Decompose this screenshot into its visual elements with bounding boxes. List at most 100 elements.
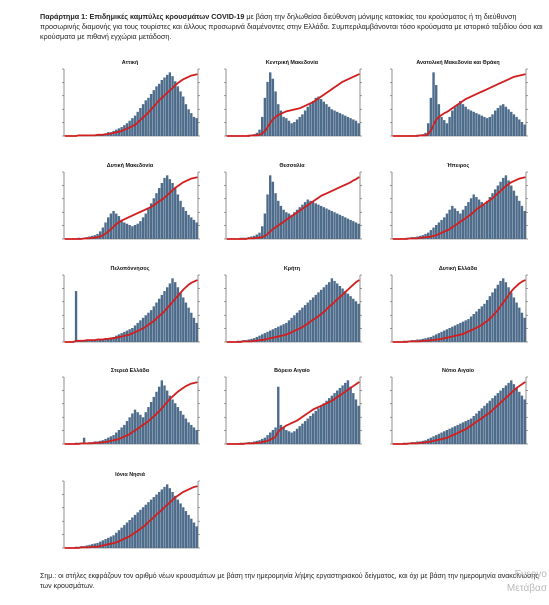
- daily-cases-bar: [499, 280, 502, 342]
- daily-cases-bar: [499, 181, 502, 239]
- daily-cases-bar: [295, 428, 299, 444]
- daily-cases-bar: [168, 488, 172, 548]
- daily-cases-bar: [520, 122, 524, 136]
- cumulative-cases-line: [226, 176, 360, 240]
- daily-cases-bar: [115, 335, 118, 343]
- daily-cases-bar: [461, 422, 465, 444]
- daily-cases-bar: [282, 209, 285, 239]
- daily-cases-bar: [190, 217, 193, 239]
- daily-cases-bar: [279, 205, 283, 239]
- daily-cases-bar: [504, 106, 508, 136]
- daily-cases-bar: [341, 385, 344, 444]
- daily-cases-bar: [171, 278, 174, 342]
- daily-cases-bar: [131, 226, 134, 239]
- daily-cases-bar: [252, 235, 256, 239]
- daily-cases-bar: [274, 193, 277, 239]
- daily-cases-bar: [472, 313, 475, 342]
- daily-cases-bar: [179, 91, 182, 136]
- daily-cases-bar: [112, 336, 115, 342]
- daily-cases-bar: [195, 222, 198, 239]
- cumulative-line-markers: [393, 381, 526, 445]
- daily-cases-bar: [174, 282, 177, 342]
- daily-cases-bar: [290, 432, 293, 444]
- daily-cases-bar: [344, 217, 347, 239]
- daily-cases-bar: [327, 398, 331, 444]
- daily-cases-bar: [352, 393, 355, 444]
- daily-cases-bar: [295, 209, 299, 239]
- daily-cases-bar: [274, 91, 277, 136]
- daily-cases-bar: [123, 424, 126, 444]
- daily-cases-bar: [432, 335, 435, 343]
- chart-title: Νότιο Αιγαίο: [441, 368, 475, 374]
- epidemic-curve-chart: [62, 480, 200, 549]
- daily-cases-bar: [168, 179, 172, 239]
- daily-cases-bar: [93, 543, 97, 548]
- cumulative-cases-line: [392, 176, 526, 240]
- daily-cases-bar: [459, 213, 462, 239]
- daily-cases-bar: [295, 312, 299, 342]
- daily-cases-bar: [179, 292, 182, 342]
- daily-cases-bar: [133, 514, 137, 548]
- daily-cases-bar: [319, 99, 323, 136]
- daily-cases-bar: [435, 225, 438, 239]
- daily-cases-bar: [139, 107, 142, 136]
- daily-cases-bar: [174, 81, 177, 136]
- intro-paragraph: Παράρτημα 1: Επιδημικές καμπύλες κρουσμά…: [40, 12, 545, 43]
- daily-cases-bar: [190, 424, 193, 444]
- daily-cases-bar: [174, 188, 177, 239]
- daily-cases-bar: [141, 104, 145, 136]
- daily-cases-bar: [176, 86, 180, 136]
- epidemic-curve-chart: [62, 171, 200, 240]
- daily-cases-bar: [333, 212, 336, 239]
- daily-cases-bar: [163, 291, 166, 342]
- daily-cases-bar: [461, 104, 465, 136]
- daily-cases-bar: [426, 123, 430, 136]
- daily-cases-bar: [485, 118, 489, 136]
- daily-cases-bar: [475, 113, 478, 136]
- daily-cases-bar: [306, 199, 309, 239]
- daily-cases-bar: [260, 334, 264, 342]
- daily-cases-bar: [168, 72, 172, 136]
- daily-cases-bar: [168, 395, 172, 444]
- daily-cases-bar: [306, 418, 309, 444]
- daily-cases-bar: [317, 204, 320, 239]
- daily-cases-bar: [266, 81, 269, 136]
- daily-cases-bar: [115, 213, 118, 239]
- daily-cases-bar: [306, 106, 309, 136]
- daily-cases-bar: [123, 331, 126, 342]
- epidemic-curve-chart: [62, 274, 200, 343]
- daily-cases-bar: [336, 213, 339, 239]
- daily-cases-bar: [160, 182, 164, 239]
- cumulative-line-markers: [227, 279, 360, 343]
- daily-cases-bar: [338, 214, 342, 239]
- daily-cases-bar: [107, 217, 110, 239]
- daily-cases-bar: [477, 308, 481, 342]
- daily-cases-bar: [277, 386, 280, 444]
- chart-panel: Αττική: [50, 60, 210, 148]
- daily-cases-bar: [279, 424, 283, 444]
- daily-cases-bar: [510, 380, 513, 444]
- epidemic-curve-chart: [224, 376, 362, 445]
- daily-cases-bar: [147, 208, 150, 239]
- daily-cases-bar: [319, 289, 323, 342]
- daily-cases-bar: [192, 522, 196, 548]
- daily-cases-bar: [496, 284, 500, 342]
- daily-cases-bar: [483, 405, 486, 444]
- daily-cases-bar: [163, 177, 166, 239]
- daily-cases-bar: [123, 222, 126, 239]
- daily-cases-bar: [160, 294, 164, 342]
- daily-cases-bar: [456, 324, 459, 342]
- daily-cases-bar: [512, 190, 516, 239]
- daily-cases-bar: [157, 386, 161, 444]
- daily-cases-bar: [507, 180, 510, 239]
- chart-title: Κρήτη: [283, 266, 301, 272]
- daily-cases-bar: [96, 542, 99, 548]
- daily-cases-bar: [287, 120, 291, 136]
- daily-cases-bar: [174, 403, 177, 444]
- epidemic-curve-chart: [390, 171, 528, 240]
- daily-cases-bar: [496, 107, 500, 136]
- daily-cases-bar: [338, 387, 342, 444]
- daily-cases-bar: [483, 116, 486, 136]
- daily-cases-bar: [512, 114, 516, 136]
- daily-cases-bar: [523, 399, 526, 444]
